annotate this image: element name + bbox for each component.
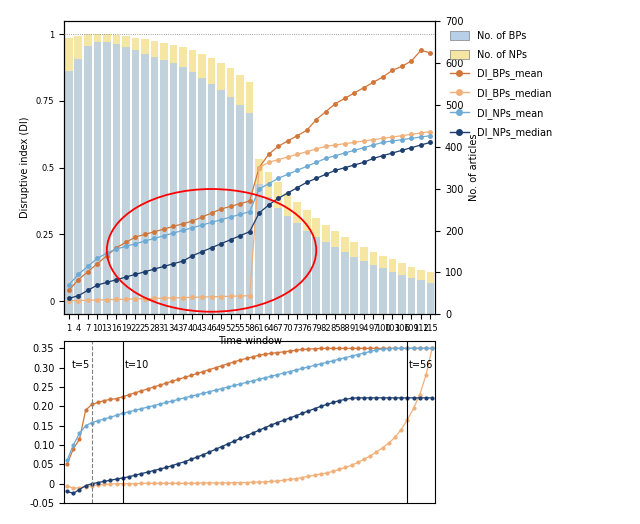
Bar — [74, 36, 82, 314]
Bar — [284, 193, 291, 314]
Bar — [74, 59, 82, 314]
Bar — [275, 208, 282, 314]
Bar — [93, 35, 101, 314]
Bar — [255, 159, 263, 314]
Bar — [341, 253, 349, 314]
Bar — [160, 60, 168, 314]
Bar — [246, 113, 253, 314]
Bar — [170, 63, 177, 314]
Bar — [351, 257, 358, 314]
Bar — [379, 256, 387, 314]
Bar — [141, 53, 148, 314]
Text: t=56: t=56 — [409, 359, 433, 369]
Bar — [265, 197, 273, 314]
Bar — [179, 67, 187, 314]
Bar — [113, 35, 120, 314]
Bar — [408, 278, 415, 314]
Y-axis label: Disruptive index (DI): Disruptive index (DI) — [20, 117, 30, 219]
Bar — [150, 57, 158, 314]
Text: t=10: t=10 — [125, 359, 149, 369]
Bar — [293, 223, 301, 314]
Bar — [141, 39, 148, 314]
Bar — [427, 272, 435, 314]
Bar — [360, 261, 367, 314]
Bar — [113, 44, 120, 314]
Bar — [351, 242, 358, 314]
Bar — [122, 36, 130, 314]
Bar — [303, 211, 310, 314]
Bar — [227, 97, 234, 314]
Bar — [398, 263, 406, 314]
Bar — [160, 43, 168, 314]
Bar — [312, 237, 320, 314]
X-axis label: Time window: Time window — [218, 336, 282, 346]
Bar — [208, 84, 215, 314]
Bar — [84, 46, 92, 314]
Bar — [398, 275, 406, 314]
Bar — [93, 42, 101, 314]
Bar — [379, 268, 387, 314]
Bar — [103, 35, 111, 314]
Bar — [303, 231, 310, 314]
Bar — [332, 247, 339, 314]
Bar — [236, 74, 244, 314]
Bar — [84, 35, 92, 314]
Bar — [198, 78, 206, 314]
Bar — [208, 58, 215, 314]
Bar — [417, 269, 425, 314]
Bar — [103, 42, 111, 314]
Bar — [265, 172, 273, 314]
Bar — [65, 38, 72, 314]
Bar — [217, 90, 225, 314]
Bar — [227, 68, 234, 314]
Bar — [65, 71, 72, 314]
Bar — [179, 47, 187, 314]
Bar — [369, 252, 377, 314]
Bar — [341, 237, 349, 314]
Bar — [189, 50, 196, 314]
Bar — [360, 247, 367, 314]
Bar — [293, 202, 301, 314]
Bar — [332, 231, 339, 314]
Bar — [132, 38, 139, 314]
Bar — [369, 265, 377, 314]
Bar — [189, 72, 196, 314]
Bar — [322, 242, 330, 314]
Bar — [388, 259, 396, 314]
Bar — [275, 182, 282, 314]
Y-axis label: No. of articles: No. of articles — [469, 134, 479, 201]
Bar — [150, 41, 158, 314]
Bar — [236, 105, 244, 314]
Bar — [170, 45, 177, 314]
Bar — [198, 53, 206, 314]
Bar — [284, 216, 291, 314]
Bar — [255, 184, 263, 314]
Bar — [132, 50, 139, 314]
Bar — [312, 218, 320, 314]
Legend: No. of BPs, No. of NPs, DI_BPs_mean, DI_BPs_median, DI_NPs_mean, DI_NPs_median: No. of BPs, No. of NPs, DI_BPs_mean, DI_… — [450, 31, 552, 138]
Bar — [417, 280, 425, 314]
Bar — [217, 63, 225, 314]
Text: t=5: t=5 — [72, 359, 90, 369]
Bar — [122, 47, 130, 314]
Bar — [246, 82, 253, 314]
Bar — [408, 267, 415, 314]
Bar — [388, 271, 396, 314]
Bar — [427, 283, 435, 314]
Bar — [322, 225, 330, 314]
